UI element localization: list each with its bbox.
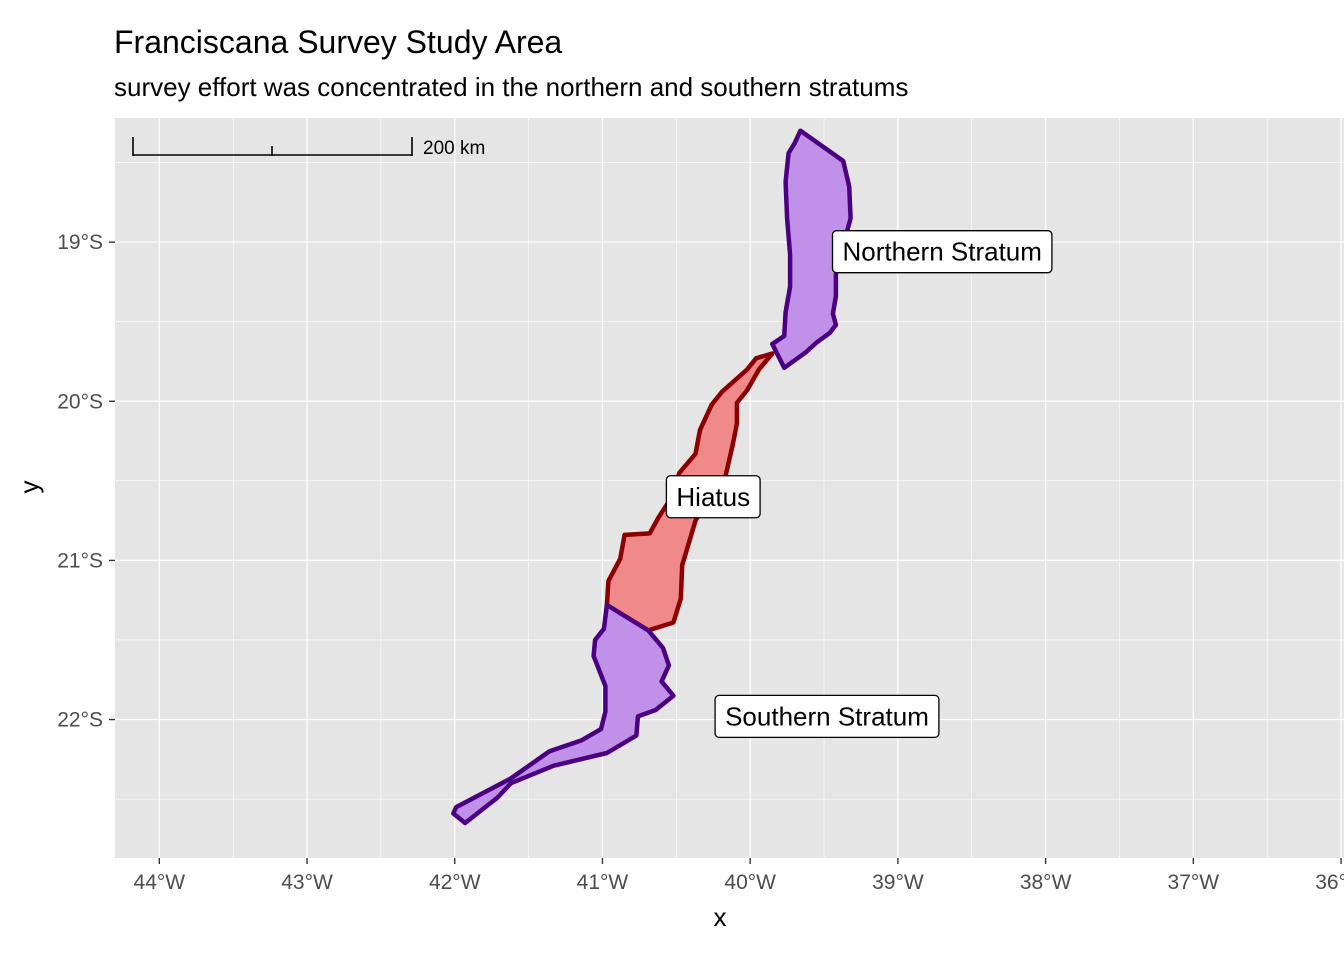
x-tick-label: 44°W [134,871,186,894]
y-tick-label: 21°S [57,549,103,572]
hiatus-label: Hiatus [665,475,761,519]
chart-title: Franciscana Survey Study Area [114,24,563,60]
x-tick-label: 38°W [1020,871,1072,894]
southern-stratum-label: Southern Stratum [714,694,940,739]
x-tick-label: 42°W [429,871,481,894]
southern-stratum-label-box [714,694,940,739]
northern-stratum-label: Northern Stratum [831,230,1053,274]
southern-stratum-label-text: Southern Stratum [725,701,929,731]
scale-bar: 200 km [132,137,485,159]
x-axis-title: x [714,902,727,932]
y-tick-label: 20°S [57,390,103,413]
x-tick-label: 40°W [724,871,776,894]
x-tick-label: 36°W [1315,871,1344,894]
northern-stratum-label-box [831,230,1053,274]
x-tick-label: 43°W [281,871,333,894]
y-tick-label: 19°S [57,231,103,254]
x-tick-label: 39°W [872,871,924,894]
y-tick-label: 22°S [57,709,103,732]
axes: 44°W 43°W 42°W 41°W 40°W 39°W 38°W 37°W 36°W 19°S… [57,231,1344,894]
northern-stratum-label-text: Northern Stratum [843,237,1042,267]
region-labels: Northern Stratum Hiatus Southern Stratum [665,230,1053,739]
southern-stratum-polygon [451,602,676,826]
x-tick-label: 37°W [1168,871,1220,894]
y-axis-title: y [14,481,44,494]
x-tick-label: 41°W [577,871,629,894]
chart-subtitle: survey effort was concentrated in the no… [114,72,909,102]
hiatus-label-box [665,475,761,519]
hiatus-label-text: Hiatus [676,482,750,512]
scale-bar-label: 200 km [423,138,485,159]
